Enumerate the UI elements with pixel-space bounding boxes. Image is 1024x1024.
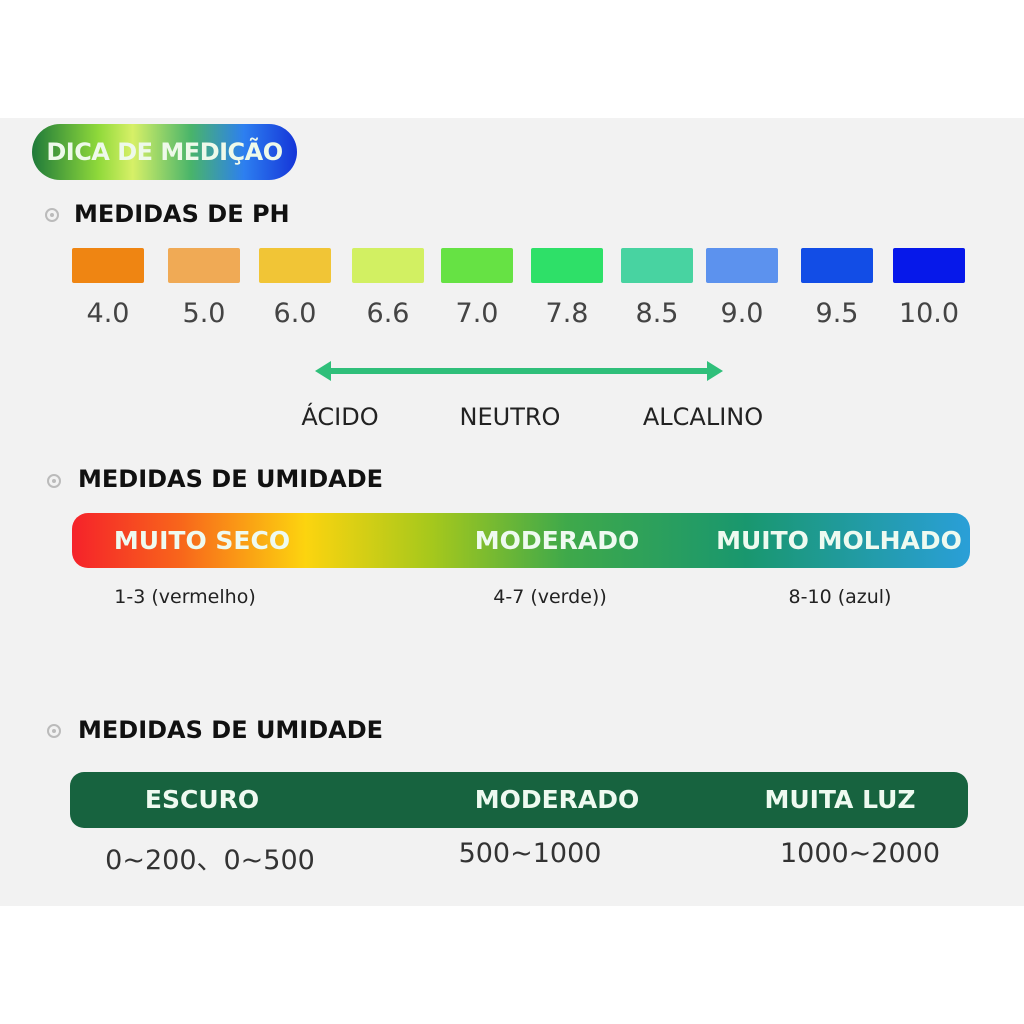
ph-swatch	[168, 248, 240, 283]
humidity-range-wet: 8-10 (azul)	[788, 586, 892, 608]
ph-swatch	[72, 248, 144, 283]
ph-swatch	[893, 248, 965, 283]
ph-swatch	[706, 248, 778, 283]
ph-value-label: 7.8	[545, 298, 589, 329]
bullet-icon	[45, 208, 59, 222]
light-label-dark: ESCURO	[144, 785, 260, 814]
humidity-section-title: MEDIDAS DE UMIDADE	[78, 465, 384, 493]
ph-swatch	[441, 248, 513, 283]
ph-swatch	[352, 248, 424, 283]
light-range-dark: 0~200、0~500	[105, 845, 315, 876]
humidity-range-moderate: 4-7 (verde))	[493, 586, 607, 608]
ph-swatch	[531, 248, 603, 283]
bullet-icon	[47, 474, 61, 488]
light-section-title: MEDIDAS DE UMIDADE	[78, 716, 384, 744]
double-arrow-icon	[315, 361, 723, 381]
measurement-tip-badge: DICA DE MEDIÇÃO	[32, 124, 297, 180]
ph-value-label: 8.5	[635, 298, 679, 329]
humidity-gradient-bar: MUITO SECO MODERADO MUITO MOLHADO	[72, 513, 970, 568]
light-label-moderate: MODERADO	[474, 785, 640, 814]
ph-scale-arrow	[315, 361, 723, 381]
ph-swatch	[801, 248, 873, 283]
ph-value-label: 9.5	[815, 298, 859, 329]
light-range-bright: 1000~2000	[779, 838, 941, 869]
ph-value-label: 4.0	[86, 298, 130, 329]
neutral-label: NEUTRO	[459, 403, 561, 431]
ph-swatch	[621, 248, 693, 283]
ph-swatch	[259, 248, 331, 283]
ph-value-label: 9.0	[720, 298, 764, 329]
bullet-icon	[47, 724, 61, 738]
ph-value-label: 7.0	[455, 298, 499, 329]
light-bar: ESCURO MODERADO MUITA LUZ	[70, 772, 968, 828]
ph-value-label: 5.0	[182, 298, 226, 329]
ph-section-title: MEDIDAS DE PH	[74, 200, 290, 228]
alkaline-label: ALCALINO	[642, 403, 764, 431]
light-range-moderate: 500~1000	[458, 838, 602, 869]
ph-value-label: 10.0	[898, 298, 960, 329]
ph-value-label: 6.6	[366, 298, 410, 329]
ph-value-label: 6.0	[273, 298, 317, 329]
humidity-range-dry: 1-3 (vermelho)	[114, 586, 256, 608]
humidity-label-very-wet: MUITO MOLHADO	[716, 526, 962, 555]
humidity-label-moderate: MODERADO	[474, 526, 640, 555]
acid-label: ÁCIDO	[301, 403, 379, 431]
humidity-label-very-dry: MUITO SECO	[113, 526, 291, 555]
light-label-bright: MUITA LUZ	[764, 785, 916, 814]
